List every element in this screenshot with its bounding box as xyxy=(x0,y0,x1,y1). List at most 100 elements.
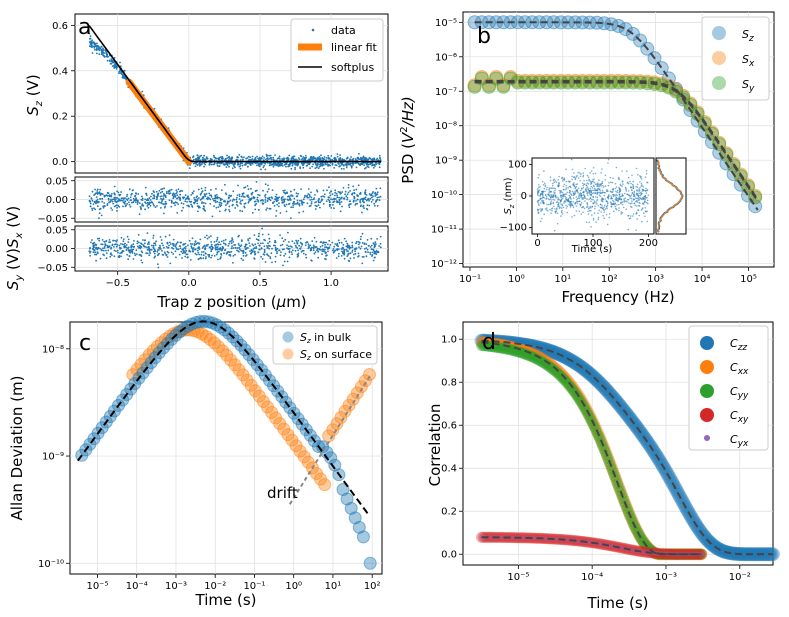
inset-point xyxy=(580,194,583,197)
cxx-point xyxy=(515,343,528,356)
data-point xyxy=(116,249,119,252)
data-point xyxy=(371,251,374,254)
data-point xyxy=(235,198,238,201)
data-point xyxy=(167,192,170,195)
inset-point xyxy=(611,181,614,184)
inset-point xyxy=(615,166,618,169)
panel-b-ylabel: PSD (V2/Hz) xyxy=(399,96,417,183)
inset-point xyxy=(590,191,593,194)
data-point xyxy=(185,249,188,252)
data-point xyxy=(172,247,175,250)
y-tick-label: 0.05 xyxy=(46,176,68,187)
inset-point xyxy=(604,174,607,177)
inset-point xyxy=(550,196,552,199)
data-point xyxy=(299,199,301,202)
inset-point xyxy=(592,173,595,175)
data-point xyxy=(292,206,294,209)
data-point xyxy=(265,153,268,156)
data-point xyxy=(254,200,257,203)
data-point xyxy=(372,166,375,169)
cxx-point xyxy=(618,495,631,508)
panel-a-legend: data linear fit softplus xyxy=(290,18,384,82)
data-point xyxy=(323,196,326,198)
data-point xyxy=(188,167,191,170)
inset-point xyxy=(542,196,544,198)
data-point xyxy=(327,243,329,246)
data-point xyxy=(247,239,250,242)
data-point xyxy=(320,154,322,157)
data-point xyxy=(335,164,338,167)
data-point xyxy=(106,59,109,62)
data-point xyxy=(228,162,231,165)
data-point xyxy=(182,206,185,209)
data-point xyxy=(302,210,305,213)
cxx-point xyxy=(606,462,618,475)
data-point xyxy=(291,164,294,167)
data-point xyxy=(92,251,95,254)
data-point xyxy=(291,162,294,164)
inset-point xyxy=(632,185,635,187)
inset-point xyxy=(586,204,589,206)
data-point xyxy=(212,163,214,166)
data-point xyxy=(368,156,371,159)
data-point xyxy=(156,196,159,199)
data-point xyxy=(238,195,241,198)
czz-point xyxy=(735,547,750,562)
data-point xyxy=(258,244,261,247)
data-point xyxy=(228,251,231,254)
data-point xyxy=(221,157,224,160)
inset-point xyxy=(553,181,555,183)
data-point xyxy=(259,248,261,251)
data-point xyxy=(141,195,143,198)
data-point xyxy=(202,245,205,248)
data-point xyxy=(367,166,370,169)
inset-point xyxy=(571,204,574,206)
data-point xyxy=(164,205,167,208)
inset-point xyxy=(627,190,630,192)
data-point xyxy=(126,253,129,256)
data-point xyxy=(228,254,231,256)
data-point xyxy=(290,251,293,253)
data-point xyxy=(259,165,261,168)
data-point xyxy=(346,193,349,196)
data-point xyxy=(343,168,345,170)
inset-point xyxy=(647,202,649,205)
inset-point xyxy=(543,213,545,216)
data-point xyxy=(266,245,268,247)
data-point xyxy=(374,165,376,167)
inset-point xyxy=(575,196,578,198)
data-point xyxy=(224,238,227,241)
data-point xyxy=(373,246,376,249)
data-point xyxy=(94,48,96,51)
inset-point xyxy=(586,190,588,193)
czz-point xyxy=(727,546,742,561)
data-point xyxy=(110,58,113,61)
data-point xyxy=(344,193,346,196)
inset-point xyxy=(604,179,606,181)
panel-b-frame xyxy=(462,11,775,268)
inset-point xyxy=(605,205,608,208)
inset-point xyxy=(632,187,635,190)
data-point xyxy=(361,242,364,244)
inset-point xyxy=(629,202,632,205)
data-point xyxy=(360,204,362,207)
data-point xyxy=(263,251,266,254)
inset-point xyxy=(628,194,631,197)
data-point xyxy=(372,157,375,160)
data-point xyxy=(142,244,145,247)
inset-point xyxy=(625,189,627,191)
inset-point xyxy=(539,186,541,188)
data-point xyxy=(126,202,128,205)
data-point xyxy=(347,162,350,165)
data-point xyxy=(369,246,372,248)
data-point xyxy=(111,193,113,195)
inset-point xyxy=(574,178,577,181)
data-point xyxy=(269,256,271,258)
data-point xyxy=(337,245,339,248)
data-point xyxy=(282,240,285,243)
czz-point xyxy=(526,339,541,354)
data-point xyxy=(355,242,357,245)
inset-point xyxy=(567,187,569,189)
data-point xyxy=(315,163,317,166)
data-point xyxy=(196,249,199,252)
